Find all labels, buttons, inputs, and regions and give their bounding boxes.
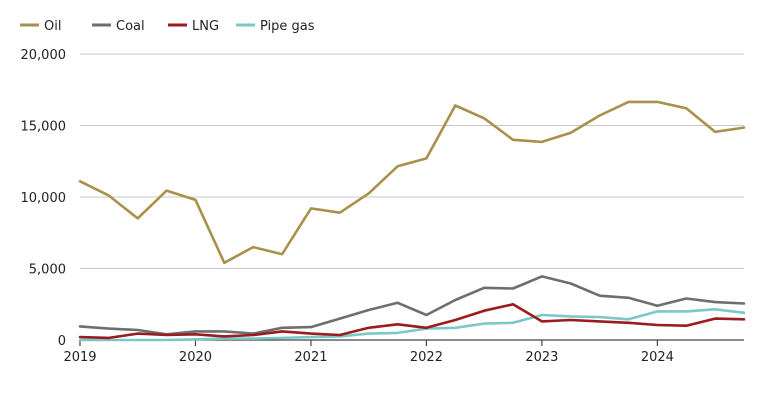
x-tick-label-2020: 2020 xyxy=(179,350,212,365)
legend-item-coal: Coal xyxy=(92,19,145,34)
series-line-lng xyxy=(78,302,746,340)
x-tick-label-2022: 2022 xyxy=(410,350,443,365)
legend-item-lng: LNG xyxy=(168,19,219,34)
y-tick-label-10000: 10,000 xyxy=(21,191,67,206)
y-tick-label-20000: 20,000 xyxy=(21,48,67,63)
x-tick-label-2019: 2019 xyxy=(63,350,96,365)
legend-item-oil: Oil xyxy=(20,19,61,34)
x-axis: 2019 2020 2021 2022 2023 2024 xyxy=(63,339,744,365)
x-tick-label-2023: 2023 xyxy=(525,350,558,365)
legend-label-lng: LNG xyxy=(192,19,219,34)
y-tick-label-15000: 15,000 xyxy=(21,120,67,135)
x-tick-label-2024: 2024 xyxy=(641,350,674,365)
legend-label-oil: Oil xyxy=(44,19,61,34)
series-lines xyxy=(78,100,746,342)
legend-label-coal: Coal xyxy=(116,19,145,34)
series-line-coal xyxy=(78,275,746,336)
series-line-pipe-gas xyxy=(78,307,746,342)
x-tick-label-2021: 2021 xyxy=(294,350,327,365)
legend-label-pipe-gas: Pipe gas xyxy=(260,19,315,34)
y-tick-label-5000: 5,000 xyxy=(29,263,66,278)
legend: Oil Coal LNG Pipe gas xyxy=(20,19,315,34)
y-tick-label-0: 0 xyxy=(58,334,66,349)
series-line-oil xyxy=(78,100,746,265)
y-axis-labels: 0 5,000 10,000 15,000 20,000 xyxy=(21,48,67,349)
legend-item-pipe-gas: Pipe gas xyxy=(236,19,315,34)
